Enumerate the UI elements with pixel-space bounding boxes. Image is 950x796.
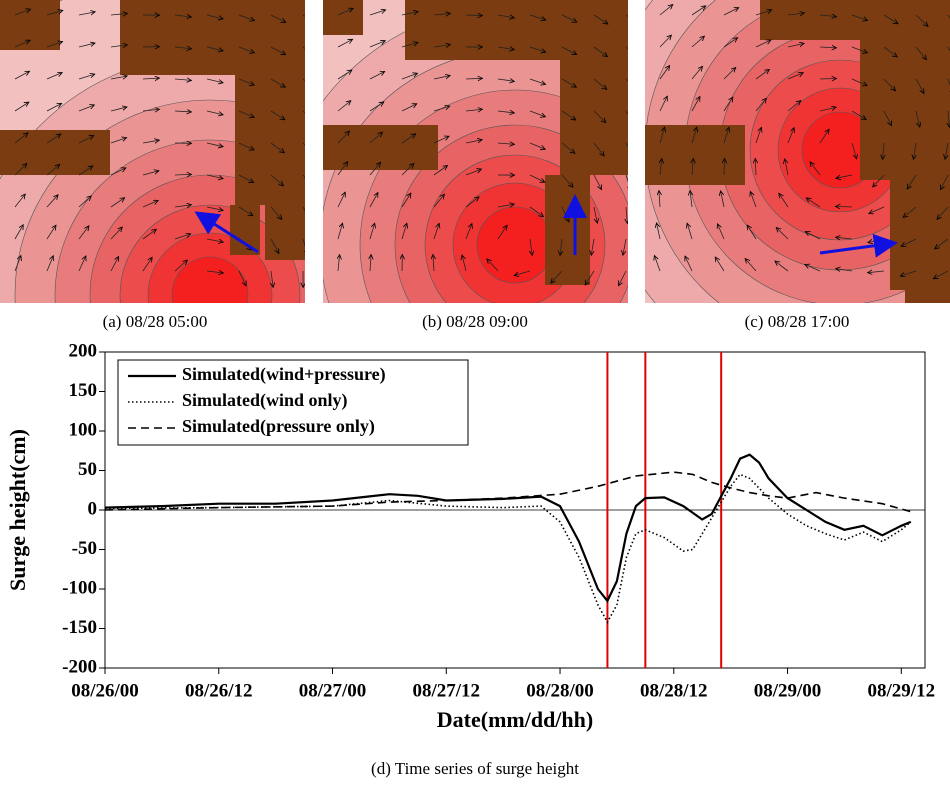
x-tick-label: 08/27/00 xyxy=(299,680,367,701)
x-tick-label: 08/29/00 xyxy=(754,680,822,701)
x-tick-label: 08/28/12 xyxy=(640,680,708,701)
land xyxy=(235,0,305,205)
contour xyxy=(477,207,553,283)
x-tick-label: 08/29/12 xyxy=(868,680,936,701)
x-axis-label: Date(mm/dd/hh) xyxy=(437,707,593,732)
series-line xyxy=(105,474,911,622)
y-tick-label: -150 xyxy=(62,617,97,638)
y-tick-label: -50 xyxy=(72,538,97,559)
land xyxy=(230,205,260,255)
y-tick-label: 0 xyxy=(88,498,98,519)
x-tick-label: 08/26/00 xyxy=(71,680,139,701)
legend-label: Simulated(wind only) xyxy=(182,390,348,411)
y-tick-label: -200 xyxy=(62,656,97,677)
land xyxy=(905,270,950,303)
panel-caption: (a) 08/28 05:00 xyxy=(103,312,208,331)
y-tick-label: 100 xyxy=(69,419,98,440)
wind-vector xyxy=(303,47,317,56)
x-tick-label: 08/27/12 xyxy=(412,680,480,701)
land xyxy=(265,200,305,260)
series-line xyxy=(105,472,911,512)
legend-label: Simulated(wind+pressure) xyxy=(182,364,386,385)
chart: 200 150 100 50 0 -50 -100 -150 -200 08/26/00 08/26… xyxy=(62,340,935,701)
y-tick-label: 150 xyxy=(69,380,98,401)
series-line xyxy=(105,455,911,601)
wind-vector xyxy=(724,159,725,175)
land xyxy=(323,0,363,35)
land xyxy=(323,125,438,170)
figure-caption: (d) Time series of surge height xyxy=(371,759,579,778)
panel-caption: (c) 08/28 17:00 xyxy=(745,312,850,331)
legend-label: Simulated(pressure only) xyxy=(182,416,375,437)
y-tick-label: -100 xyxy=(62,577,97,598)
land xyxy=(860,40,950,180)
x-tick-label: 08/28/00 xyxy=(526,680,594,701)
y-axis-label: Surge height(cm) xyxy=(5,429,30,591)
land xyxy=(560,0,628,175)
y-tick-label: 200 xyxy=(69,340,98,361)
land xyxy=(545,175,590,285)
y-tick-label: 50 xyxy=(78,459,97,480)
x-tick-label: 08/26/12 xyxy=(185,680,253,701)
land xyxy=(0,0,60,50)
wind-vector xyxy=(303,15,317,24)
panel-caption: (b) 08/28 09:00 xyxy=(422,312,528,331)
